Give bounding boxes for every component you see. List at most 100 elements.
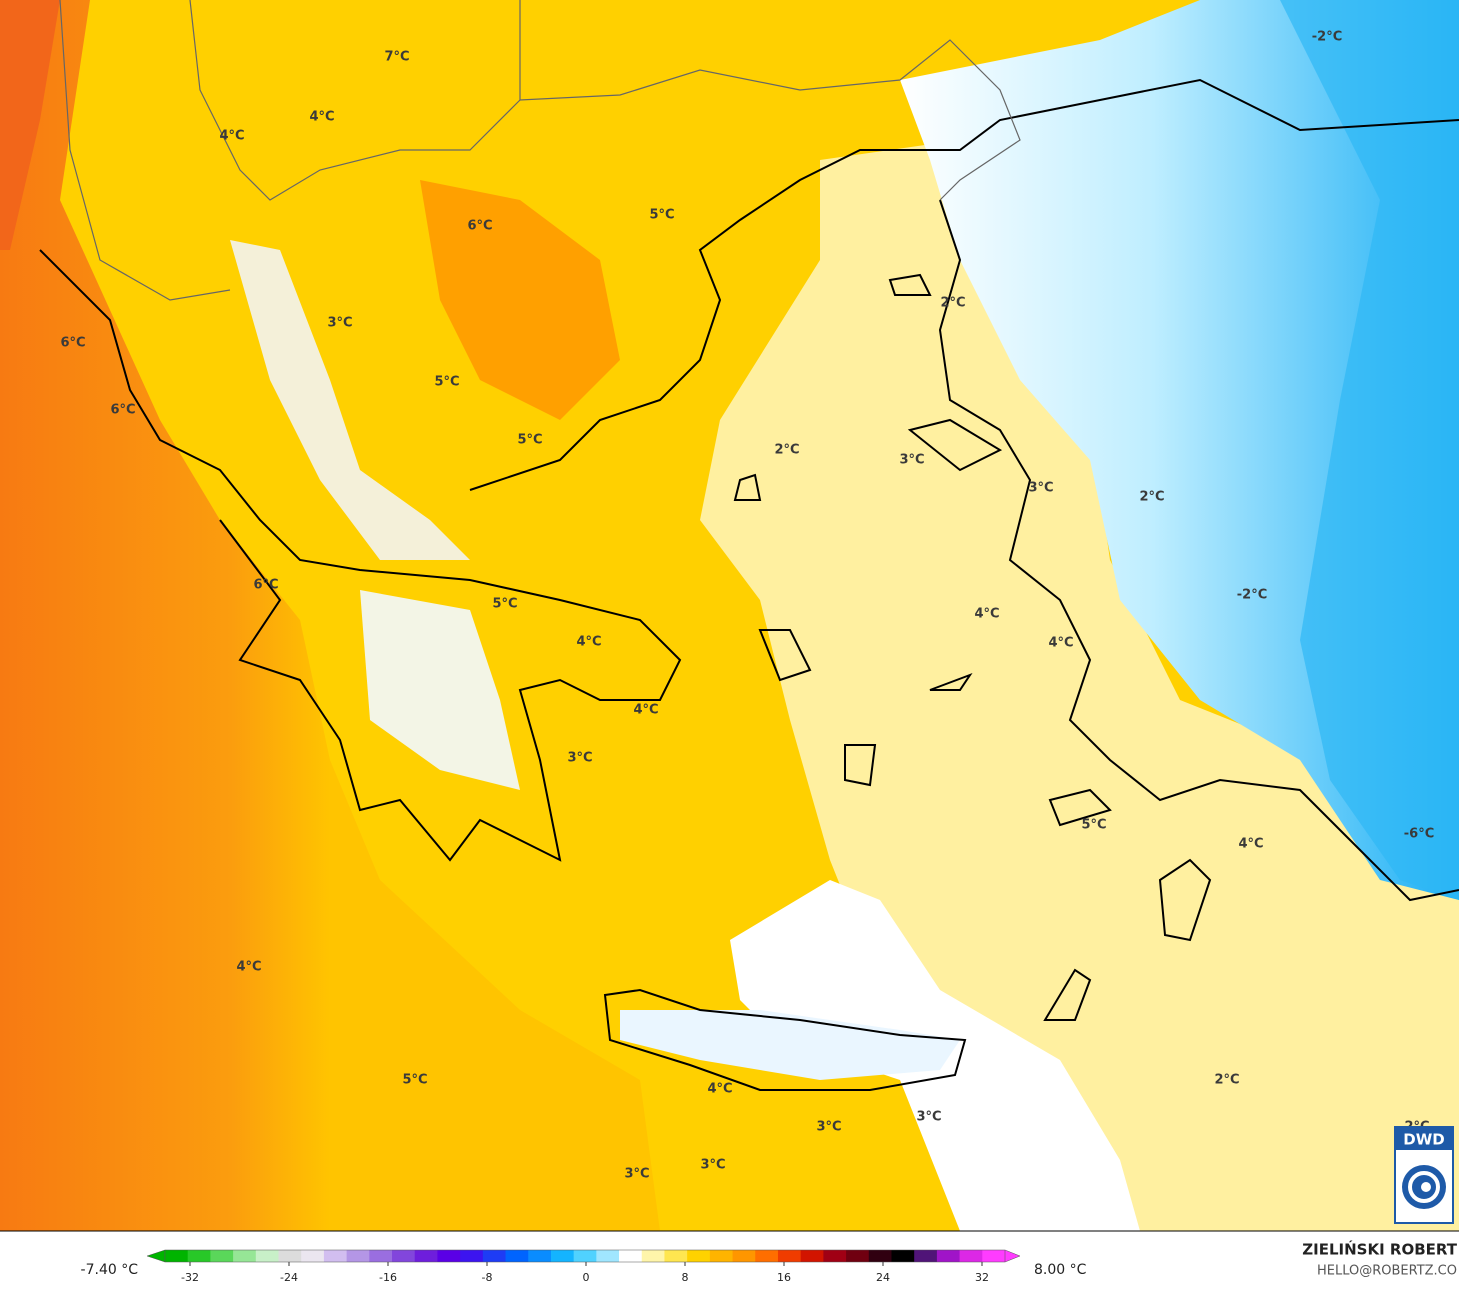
colorbar-swatch bbox=[959, 1250, 983, 1262]
coast-mainland bbox=[39, 249, 682, 862]
temperature-label: 5°C bbox=[492, 597, 517, 612]
border bbox=[519, 0, 1021, 201]
coast-rhodes bbox=[1158, 858, 1212, 942]
coastlines bbox=[39, 78, 1459, 1091]
colorbar-swatch bbox=[323, 1250, 348, 1262]
colorbar-frame bbox=[164, 1249, 1006, 1263]
colorbar-tick-label: -8 bbox=[482, 1271, 493, 1284]
temperature-label: 2°C bbox=[774, 443, 799, 458]
temperature-label: 4°C bbox=[576, 635, 601, 650]
credit-author: ZIELIŃSKI ROBERT bbox=[1302, 1240, 1457, 1259]
warm-core bbox=[0, 0, 60, 250]
colorbar-swatch bbox=[369, 1250, 393, 1262]
temperature-label: 5°C bbox=[517, 433, 542, 448]
colorbar-swatch bbox=[687, 1250, 711, 1262]
island bbox=[888, 273, 932, 296]
colorbar-swatch bbox=[709, 1250, 734, 1262]
temperature-label: 6°C bbox=[253, 578, 278, 593]
colorbar-swatch bbox=[891, 1250, 915, 1262]
colorbar-swatch bbox=[641, 1250, 665, 1262]
temperature-label: 3°C bbox=[327, 316, 352, 331]
temperature-label: 5°C bbox=[1081, 818, 1106, 833]
logo-swirl bbox=[1421, 1182, 1431, 1192]
credit-email: HELLO@ROBERTZ.CO bbox=[1317, 1264, 1457, 1279]
temperature-label: -6°C bbox=[1404, 827, 1434, 842]
warm-sea bbox=[0, 0, 660, 1231]
logo-text: DWD bbox=[1403, 1131, 1444, 1149]
colorbar-swatch bbox=[233, 1250, 257, 1262]
colorbar-swatch bbox=[414, 1250, 438, 1262]
colorbar-swatch bbox=[550, 1250, 575, 1262]
colorbar-swatch bbox=[210, 1250, 234, 1262]
colorbar-swatch bbox=[936, 1250, 961, 1262]
temperature-label: 4°C bbox=[309, 110, 334, 125]
mountain-cold bbox=[230, 240, 470, 560]
colorbar-swatch bbox=[505, 1250, 529, 1262]
dwd-logo: DWD bbox=[1394, 1126, 1454, 1224]
colorbar-swatch bbox=[619, 1250, 643, 1262]
colorbar-swatch bbox=[732, 1250, 756, 1262]
colorbar-swatch bbox=[255, 1250, 280, 1262]
colorbar-end bbox=[146, 1249, 166, 1263]
temperature-labels: -2°C 7°C 4°C 4°C 5°C 6°C 2°C 3°C 6°C 5°C 6°C 5°C 2°C… bbox=[60, 30, 1434, 1182]
temperature-label: 4°C bbox=[707, 1082, 732, 1097]
warm-area bbox=[420, 180, 620, 420]
colorbar-swatch bbox=[460, 1250, 484, 1262]
colorbar-min-label: -7.40 °C bbox=[81, 1262, 139, 1278]
temperature-label: 4°C bbox=[633, 703, 658, 718]
temperature-label: 6°C bbox=[467, 219, 492, 234]
temperature-label: 4°C bbox=[219, 129, 244, 144]
border bbox=[59, 0, 231, 301]
crete-cold bbox=[620, 1010, 960, 1080]
coast-east bbox=[938, 199, 1459, 902]
colorbar-swatch bbox=[573, 1250, 597, 1262]
colorbar-swatch bbox=[868, 1250, 892, 1262]
colorbar-swatch bbox=[777, 1250, 802, 1262]
temperature-label: 3°C bbox=[1028, 481, 1053, 496]
coast-north bbox=[469, 78, 1459, 491]
colorbar-tick-label: -24 bbox=[280, 1271, 298, 1284]
temperature-label: 3°C bbox=[899, 453, 924, 468]
colorbar-swatch bbox=[982, 1250, 1006, 1262]
temperature-label: 2°C bbox=[1214, 1073, 1239, 1088]
colorbar-tick-label: -16 bbox=[379, 1271, 397, 1284]
cold-core bbox=[1280, 0, 1459, 900]
colorbar-swatch bbox=[664, 1250, 688, 1262]
temperature-label: 7°C bbox=[384, 50, 409, 65]
temperature-label: 4°C bbox=[974, 607, 999, 622]
temperature-label: 5°C bbox=[649, 208, 674, 223]
map-area bbox=[0, 0, 1459, 1231]
colorbar-swatch bbox=[437, 1250, 461, 1262]
logo-swirl bbox=[1408, 1171, 1440, 1203]
colorbar-swatch bbox=[301, 1250, 325, 1262]
temperature-label: 3°C bbox=[567, 751, 592, 766]
island bbox=[758, 629, 812, 682]
colorbar-swatch bbox=[278, 1250, 302, 1262]
colorbar-swatch bbox=[800, 1250, 824, 1262]
colorbar-tick-label: 0 bbox=[583, 1271, 590, 1284]
colorbar-tick-label: 24 bbox=[876, 1271, 890, 1284]
temperature-label: 3°C bbox=[624, 1167, 649, 1182]
island bbox=[733, 473, 762, 501]
colorbar-swatch bbox=[392, 1250, 416, 1262]
temperature-label: 2°C bbox=[1139, 490, 1164, 505]
colorbar-swatch bbox=[596, 1250, 620, 1262]
logo-band bbox=[1396, 1128, 1452, 1150]
borders bbox=[59, 0, 1021, 301]
temperature-label: 2°C bbox=[940, 296, 965, 311]
island bbox=[844, 744, 877, 787]
colorbar-swatch bbox=[165, 1250, 189, 1262]
temperature-label: 5°C bbox=[402, 1073, 427, 1088]
temperature-label: 3°C bbox=[700, 1158, 725, 1173]
temperature-label: 6°C bbox=[60, 336, 85, 351]
colorbar-swatch bbox=[755, 1250, 779, 1262]
temperature-label: 4°C bbox=[1238, 837, 1263, 852]
island bbox=[929, 672, 973, 691]
colorbar-swatch bbox=[187, 1250, 211, 1262]
colorbar-tick-label: 16 bbox=[777, 1271, 791, 1284]
colorbar-tick-label: 8 bbox=[682, 1271, 689, 1284]
colorbar-swatch bbox=[346, 1250, 370, 1262]
colorbar-swatch bbox=[823, 1250, 847, 1262]
